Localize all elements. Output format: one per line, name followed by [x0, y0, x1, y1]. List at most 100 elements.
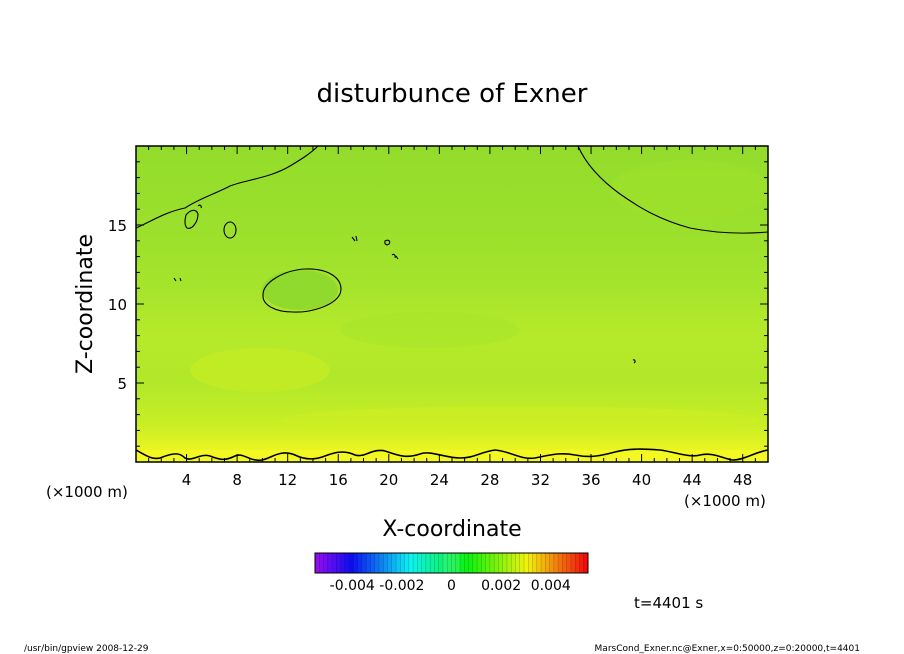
colorbar-cell: [541, 553, 546, 573]
y-tick-label: 5: [117, 375, 127, 393]
time-label: t=4401 s: [634, 594, 703, 612]
colorbar-cell: [460, 553, 465, 573]
colorbar: [315, 553, 589, 573]
y-axis: 5 10 15: [108, 161, 768, 447]
colorbar-cell: [353, 553, 358, 573]
colorbar-cell: [430, 553, 435, 573]
colorbar-cell: [494, 553, 499, 573]
colorbar-cell: [349, 553, 354, 573]
contour-line: [391, 253, 399, 260]
colorbar-cell: [485, 553, 491, 573]
colorbar-cell: [528, 553, 533, 573]
colorbar-cell: [464, 553, 469, 573]
colorbar-cell: [451, 553, 457, 573]
colorbar-cell: [396, 553, 401, 573]
colorbar-cell: [566, 553, 572, 573]
x-tick-label: 44: [683, 471, 702, 489]
contour-line: [173, 277, 182, 282]
colorbar-cell: [413, 553, 418, 573]
contour-line: [384, 239, 391, 246]
colorbar-cell: [344, 553, 350, 573]
contour-line: [632, 359, 636, 364]
colorbar-tick-label: 0.004: [531, 578, 571, 594]
contour-line: [136, 146, 319, 229]
colorbar-cell: [468, 553, 474, 573]
x-tick-label: 40: [632, 471, 651, 489]
colorbar-cell: [511, 553, 516, 573]
x-tick-label: 28: [480, 471, 499, 489]
x-tick-label: 48: [733, 471, 752, 489]
colorbar-cell: [562, 553, 567, 573]
colorbar-cell: [357, 553, 363, 573]
colorbar-cell: [434, 553, 440, 573]
x-tick-label: 20: [379, 471, 398, 489]
colorbar-cell: [378, 553, 384, 573]
contour-line: [262, 268, 342, 313]
contour-line: [197, 204, 202, 209]
contour-lines: [136, 146, 768, 462]
y-tick-label: 10: [108, 296, 127, 314]
colorbar-cell: [532, 553, 538, 573]
colorbar-cell: [455, 553, 461, 573]
colorbar-cell: [315, 553, 320, 573]
colorbar-cell: [575, 553, 580, 573]
colorbar-cell: [327, 553, 333, 573]
x-unit-right: (×1000 m): [684, 492, 766, 510]
colorbar-tick-label: -0.004: [330, 578, 375, 594]
colorbar-cell: [332, 553, 337, 573]
x-tick-label: 8: [232, 471, 242, 489]
colorbar-cell: [408, 553, 414, 573]
colorbar-cell: [498, 553, 503, 573]
colorbar-frame: [314, 552, 589, 574]
x-axis-label: X-coordinate: [382, 517, 521, 542]
footer-right: MarsCond_Exner.nc@Exner,x=0:50000,z=0:20…: [595, 644, 860, 654]
colorbar-cell: [442, 553, 448, 573]
field-patch: [262, 270, 338, 310]
field-patch: [190, 348, 330, 392]
colorbar-cell: [553, 553, 559, 573]
colorbar-cell: [570, 553, 576, 573]
colorbar-cell: [374, 553, 380, 573]
colorbar-cell: [366, 553, 371, 573]
colorbar-cell: [387, 553, 393, 573]
colorbar-cell: [502, 553, 508, 573]
colorbar-tick-label: 0: [447, 578, 456, 594]
colorbar-cell: [340, 553, 346, 573]
plot-area: [136, 146, 768, 462]
colorbar-cell: [583, 553, 589, 573]
colorbar-tick-label: 0.002: [481, 578, 521, 594]
colorbar-cell: [579, 553, 585, 573]
field-patch: [610, 160, 768, 220]
colorbar-cell: [421, 553, 427, 573]
colorbar-cell: [477, 553, 482, 573]
contour-line: [223, 221, 237, 239]
x-unit-left: (×1000 m): [46, 483, 128, 501]
footer-left: /usr/bin/gpview 2008-12-29: [24, 644, 149, 654]
colorbar-cell: [400, 553, 405, 573]
x-tick-label: 12: [278, 471, 297, 489]
x-tick-label: 24: [430, 471, 449, 489]
colorbar-cell: [536, 553, 542, 573]
colorbar-cell: [506, 553, 512, 573]
colorbar-cell: [336, 553, 341, 573]
colorbar-cell: [481, 553, 486, 573]
x-tick-label: 4: [182, 471, 192, 489]
x-axis: 4 8 12 16 20 24 28 32 36 40 44 48: [148, 146, 756, 489]
colorbar-cell: [472, 553, 478, 573]
field-patch: [340, 312, 520, 348]
colorbar-cell: [391, 553, 397, 573]
colorbar-cell: [438, 553, 444, 573]
colorbar-cell: [549, 553, 555, 573]
contour-line: [184, 209, 199, 229]
colorbar-tick-label: -0.002: [379, 578, 424, 594]
colorbar-cell: [425, 553, 431, 573]
colorbar-cell: [319, 553, 324, 573]
y-tick-label: 15: [108, 217, 127, 235]
chart-title: disturbunce of Exner: [317, 79, 588, 109]
colorbar-cell: [447, 553, 452, 573]
colorbar-cell: [489, 553, 495, 573]
y-axis-label: Z-coordinate: [73, 234, 98, 374]
colorbar-cell: [524, 553, 529, 573]
colorbar-cell: [515, 553, 521, 573]
